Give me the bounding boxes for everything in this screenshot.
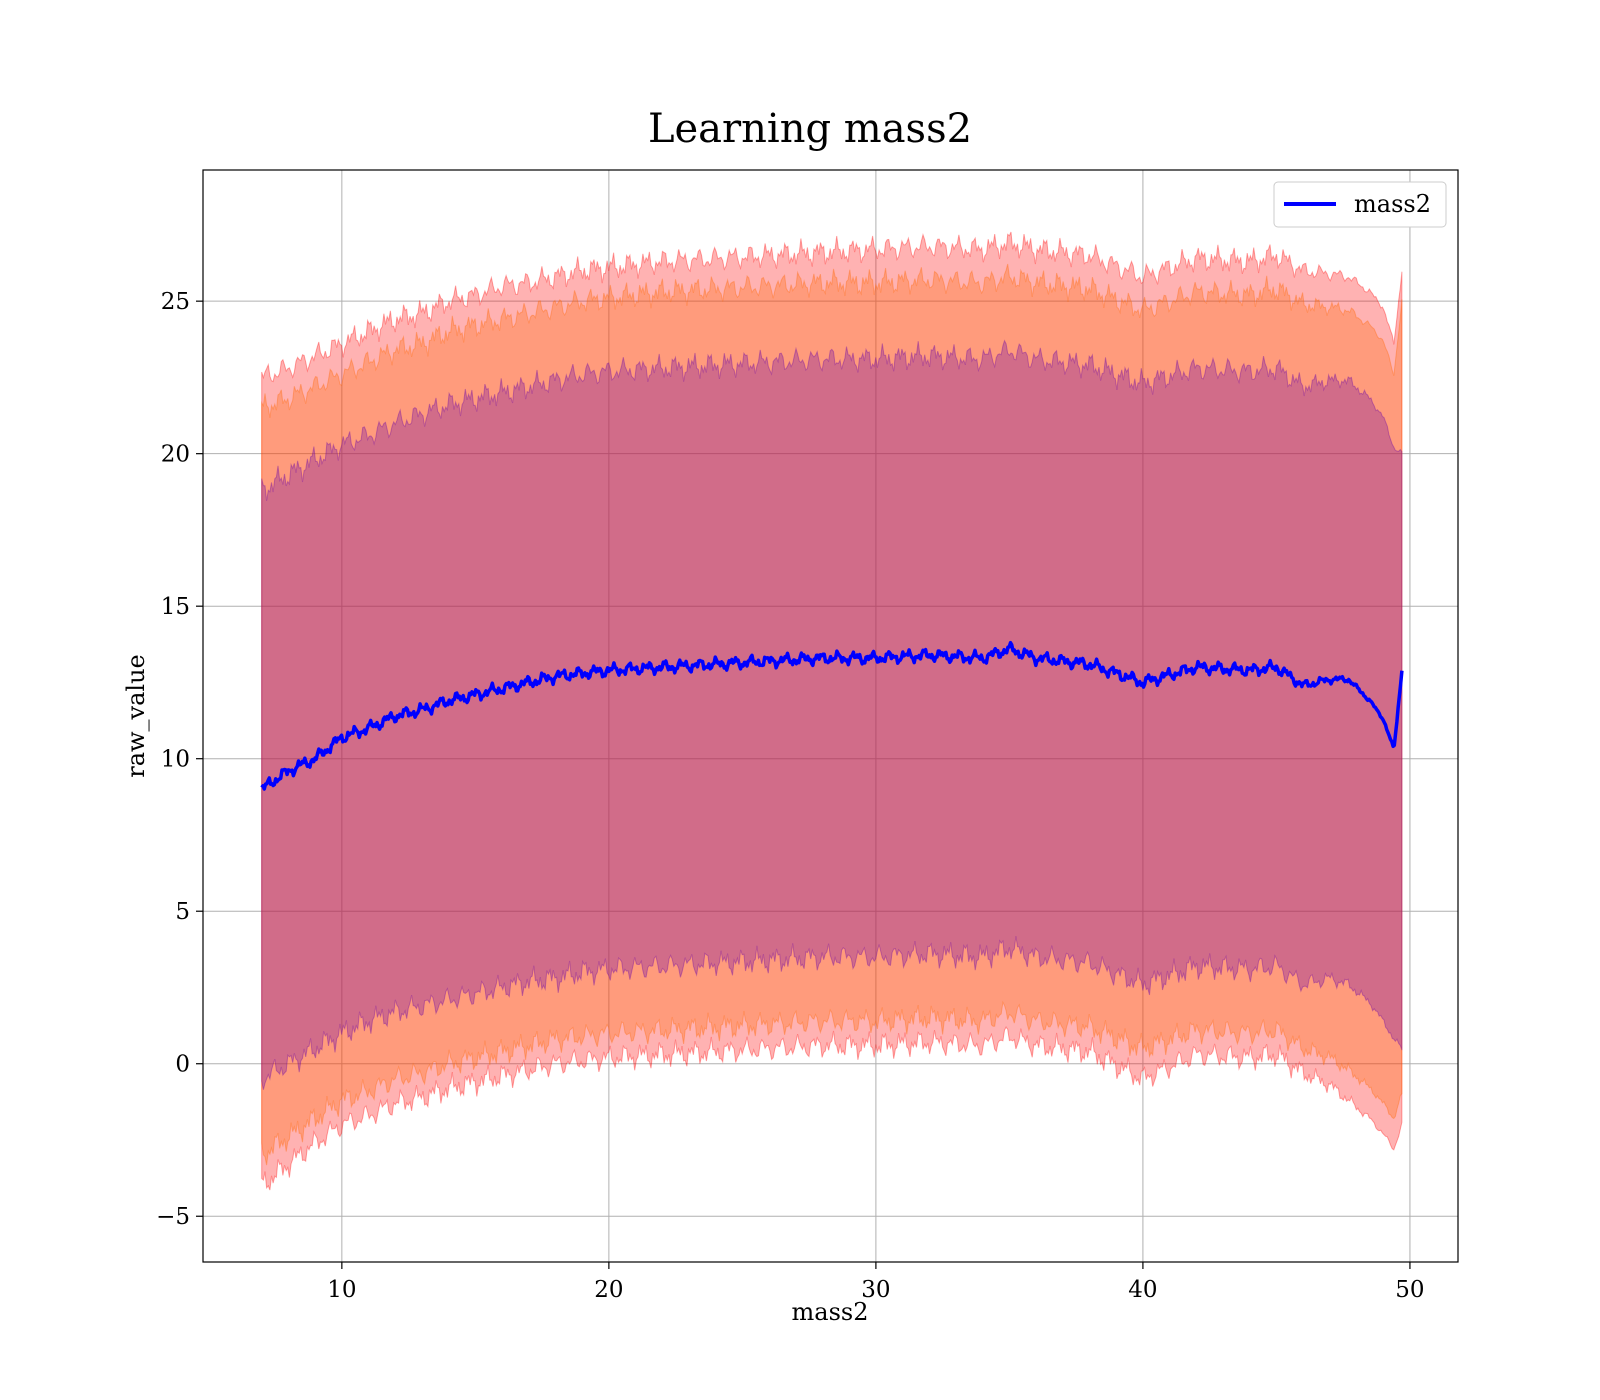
legend: mass2 <box>1273 181 1447 228</box>
legend-label: mass2 <box>1354 190 1431 218</box>
x-tick-label-4: 50 <box>1395 1277 1424 1303</box>
y-tick-label-6: 25 <box>161 289 190 315</box>
x-axis-ticks: 10 20 30 40 50 <box>327 1262 1425 1303</box>
y-tick-label-1: 0 <box>175 1052 190 1078</box>
x-tick-label-0: 10 <box>327 1277 356 1303</box>
legend-box <box>1273 181 1447 228</box>
chart-title: Learning mass2 <box>648 106 972 152</box>
band-0 <box>261 231 1403 1191</box>
y-tick-label-5: 20 <box>161 442 190 468</box>
y-axis-label: raw_value <box>122 654 150 778</box>
grid <box>203 170 1458 1262</box>
x-axis-label: mass2 <box>792 1298 869 1326</box>
band-1 <box>261 263 1403 1166</box>
band-2 <box>261 339 1403 1090</box>
confidence-bands <box>261 231 1403 1191</box>
series-lines <box>260 640 1404 791</box>
y-tick-label-0: −5 <box>156 1204 190 1230</box>
y-tick-label-4: 15 <box>161 594 190 620</box>
x-tick-label-3: 40 <box>1128 1277 1157 1303</box>
x-tick-label-1: 20 <box>594 1277 623 1303</box>
plot-frame <box>202 169 1459 1263</box>
y-tick-label-3: 10 <box>161 747 190 773</box>
y-axis-ticks: −5 0 5 10 15 20 25 <box>156 289 203 1230</box>
x-tick-label-2: 30 <box>861 1277 890 1303</box>
y-tick-label-2: 5 <box>175 899 190 925</box>
series-line-0 <box>260 640 1404 791</box>
